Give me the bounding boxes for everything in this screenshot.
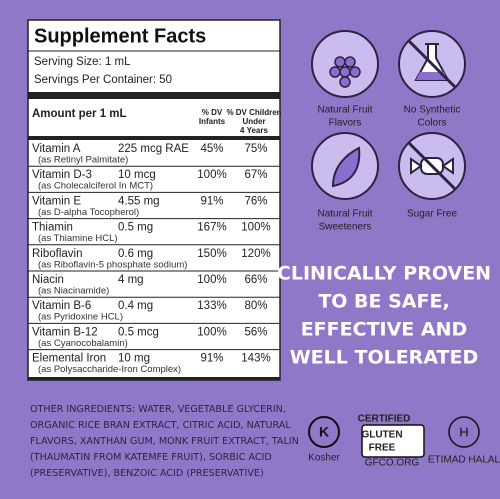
dv-infants: 91%: [200, 353, 223, 365]
gfco-text: GFCO.ORG: [365, 458, 420, 469]
certified-text: CERTIFIED: [358, 414, 411, 425]
dv-children-header: 4 Years: [240, 126, 268, 135]
feature-label: Sugar Free: [407, 209, 457, 220]
dv-infants-header: Infants: [199, 117, 226, 126]
nutrient-name: Vitamin B-12: [32, 326, 98, 338]
thick-rule: [28, 136, 280, 140]
feature-label: Natural Fruit: [317, 209, 372, 220]
svg-text:H: H: [459, 424, 468, 439]
nutrient-source: (as Thiamine HCL): [38, 233, 118, 244]
nutrient-amount: 0.5 mcg: [118, 326, 159, 338]
dv-infants: 100%: [197, 274, 226, 286]
candy-ends: [410, 157, 454, 175]
feature-label: No Synthetic: [404, 105, 461, 116]
dv-children: 100%: [241, 222, 270, 234]
nutrient-amount: 4 mg: [118, 274, 144, 286]
nutrient-amount: 225 mcg RAE: [118, 143, 189, 155]
thick-rule: [28, 92, 280, 99]
nutrient-amount: 0.6 mg: [118, 248, 153, 260]
nutrient-source: (as Cholecalciferol In MCT): [38, 181, 153, 192]
dv-children-header: % DV Children: [226, 108, 281, 117]
berry-icon: [329, 56, 361, 88]
nutrient-name: Vitamin E: [32, 195, 81, 207]
dv-children: 67%: [244, 169, 267, 181]
svg-text:K: K: [319, 424, 329, 440]
nutrient-amount: 0.5 mg: [118, 222, 153, 234]
dv-children: 56%: [244, 326, 267, 338]
ingredients-line: FLAVORS, XANTHAN GUM, MONK FRUIT EXTRACT…: [30, 436, 299, 447]
nutrient-source: (as Riboflavin-5 phosphate sodium): [38, 259, 187, 270]
nutrient-amount: 10 mg: [118, 353, 150, 365]
kosher-logo: [308, 416, 340, 448]
kosher-text: Kosher: [308, 453, 340, 464]
ingredients-line: (PRESERVATIVE), BENZOIC ACID (PRESERVATI…: [30, 468, 264, 479]
dv-children: 66%: [244, 274, 267, 286]
nutrient-source: (as D-alpha Tocopherol): [38, 207, 139, 218]
claim-line: EFFECTIVE AND: [301, 319, 468, 341]
thick-rule: [28, 377, 280, 380]
halal-text: ETIMAD HALAL: [428, 455, 500, 466]
dv-infants: 100%: [197, 169, 226, 181]
claim-line: CLINICALLY PROVEN: [277, 263, 491, 285]
dv-children: 76%: [244, 195, 267, 207]
icons: [311, 30, 466, 200]
nutrient-name: Elemental Iron: [32, 353, 106, 365]
facts-panel: [27, 19, 281, 381]
nutrient-name: Niacin: [32, 274, 64, 286]
leaf-icon: [331, 146, 361, 188]
no-icon: [407, 39, 457, 89]
nutrient-amount: 0.4 mg: [118, 300, 153, 312]
ingredients-line: OTHER INGREDIENTS: WATER, VEGETABLE GLYC…: [30, 404, 286, 415]
nutrient-source: (as Polysaccharide-Iron Complex): [38, 364, 181, 375]
claim-line: TO BE SAFE,: [318, 291, 449, 313]
dv-infants: 167%: [197, 222, 226, 234]
servings: Servings Per Container: 50: [34, 74, 172, 86]
nutrient-source: (as Pyridoxine HCL): [38, 312, 123, 323]
ingredients-line: ORGANIC RICE BRAN EXTRACT, CITRIC ACID, …: [30, 420, 291, 431]
dv-children: 143%: [241, 353, 270, 365]
nutrient-amount: 10 mcg: [118, 169, 156, 181]
nutrient-source: (as Retinyl Palmitate): [38, 155, 128, 166]
dv-infants: 133%: [197, 300, 226, 312]
dv-infants-header: % DV: [202, 108, 223, 117]
feature-label: Flavors: [329, 118, 362, 129]
nutrient-amount: 4.55 mg: [118, 195, 160, 207]
nutrient-source: (as Niacinamide): [38, 286, 109, 297]
nutrient-name: Vitamin B-6: [32, 300, 91, 312]
nutrient-source: (as Cyanocobalamin): [38, 338, 128, 349]
halal-logo: [448, 416, 480, 448]
dv-children-header: Under: [242, 117, 265, 126]
claim-line: WELL TOLERATED: [290, 347, 479, 369]
feature-label: Natural Fruit: [317, 105, 372, 116]
panel-title: Supplement Facts: [34, 25, 206, 47]
no-icon: [407, 141, 457, 191]
dv-children: 75%: [244, 143, 267, 155]
nutrient-name: Thiamin: [32, 222, 73, 234]
nutrient-name: Vitamin D-3: [32, 169, 92, 181]
ingredients-line: (THAUMATIN FROM KATEMFE FRUIT), SORBIC A…: [30, 452, 272, 463]
gluten-free-logo: [361, 424, 425, 458]
feature-label: Colors: [418, 118, 447, 129]
dv-infants: 100%: [197, 326, 226, 338]
gluten-text: GLUTEN: [361, 430, 402, 441]
dv-infants: 150%: [197, 248, 226, 260]
free-text: FREE: [369, 443, 396, 454]
amount-header: Amount per 1 mL: [32, 108, 127, 120]
dv-infants: 91%: [200, 195, 223, 207]
nutrient-name: Vitamin A: [32, 143, 81, 155]
serving-size: Serving Size: 1 mL: [34, 56, 131, 68]
logos: K H: [308, 416, 480, 458]
dv-infants: 45%: [200, 143, 223, 155]
nutrient-name: Riboflavin: [32, 248, 83, 260]
feature-label: Sweeteners: [319, 222, 372, 233]
dv-children: 120%: [241, 248, 270, 260]
dv-children: 80%: [244, 300, 267, 312]
